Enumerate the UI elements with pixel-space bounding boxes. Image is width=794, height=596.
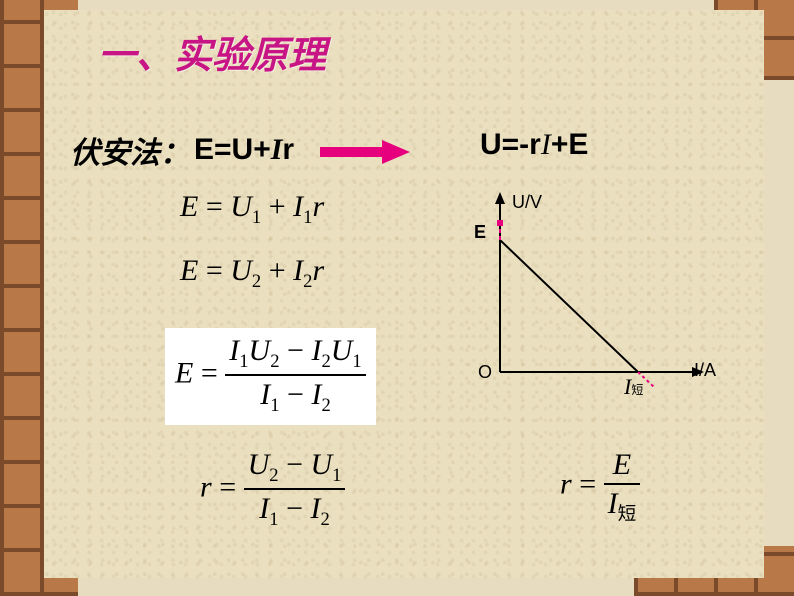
eq-main-1: E=U+Ir <box>194 133 294 167</box>
eq-r-from-graph: r = E I短 <box>560 448 640 525</box>
x-axis-label: I/A <box>694 360 716 381</box>
e-point-label: E <box>474 222 486 243</box>
eq-main-2: U=-rI+E <box>480 128 588 162</box>
eq-system-2: E = U2 + I2r <box>180 254 324 293</box>
section-title: 一、实验原理 <box>98 24 326 79</box>
origin-label: O <box>478 362 492 383</box>
uv-graph: U/V E O I/A I短 <box>460 192 720 402</box>
eq-system-1: E = U1 + I1r <box>180 190 324 229</box>
eq-r-solution: r = U2 − U1 I1 − I2 <box>200 448 345 531</box>
graph-svg <box>460 192 720 402</box>
method-label: 伏安法： <box>70 128 190 172</box>
method-line: 伏安法： E=U+Ir <box>70 128 436 172</box>
y-axis-label: U/V <box>512 192 542 213</box>
i-short-label: I短 <box>624 374 643 400</box>
arrow-icon <box>320 138 410 162</box>
eq-E-solution: E = I1U2 − I2U1 I1 − I2 <box>165 328 376 425</box>
